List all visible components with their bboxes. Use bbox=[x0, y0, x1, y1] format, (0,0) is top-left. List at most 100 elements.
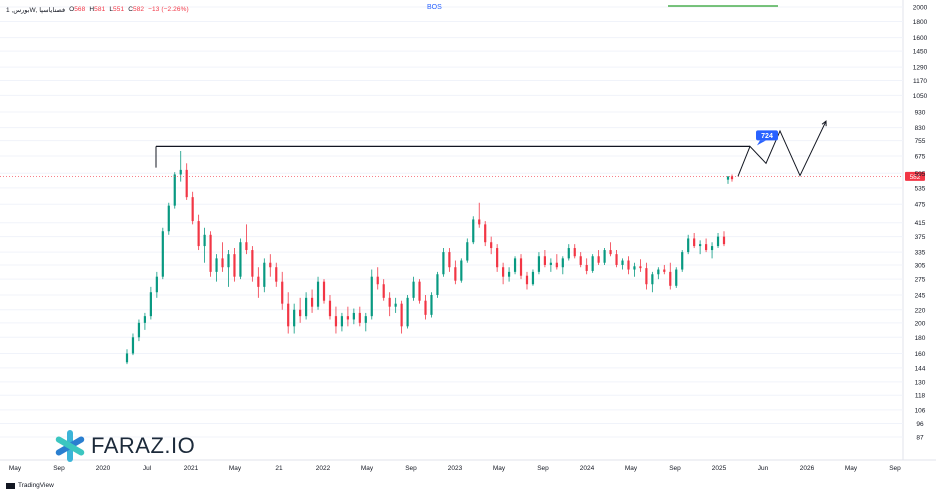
candle-body bbox=[137, 322, 141, 338]
candle-body bbox=[131, 337, 135, 354]
candle-body bbox=[722, 236, 726, 245]
x-tick-label: Sep bbox=[889, 465, 901, 472]
candle-body bbox=[597, 256, 600, 263]
x-tick-label: 2022 bbox=[316, 465, 331, 472]
candle-body bbox=[615, 254, 618, 265]
y-tick-label: 755 bbox=[915, 138, 926, 145]
candle bbox=[412, 276, 415, 301]
target-badge-text: 724 bbox=[761, 133, 773, 140]
open-value: O568 bbox=[69, 6, 86, 13]
candle bbox=[424, 295, 427, 320]
change-value: −13 (−2.26%) bbox=[148, 6, 189, 13]
candle-body bbox=[513, 258, 517, 272]
candle bbox=[394, 297, 397, 313]
candle-body bbox=[549, 262, 552, 265]
candle bbox=[239, 238, 242, 280]
grid bbox=[0, 0, 936, 461]
candle bbox=[245, 224, 248, 255]
candle-body bbox=[334, 316, 338, 327]
candle-body bbox=[519, 258, 523, 276]
candle bbox=[149, 286, 152, 320]
x-tick-label: May bbox=[625, 465, 638, 472]
candle-body bbox=[227, 254, 230, 268]
candle-body bbox=[305, 297, 308, 317]
candle-body bbox=[543, 256, 546, 265]
symbol-legend: بورس, 1W, فصنایاسپا O568 H581 L551 C582 … bbox=[6, 6, 189, 14]
candle bbox=[227, 250, 230, 287]
last-price-badge-text: 582 bbox=[910, 174, 921, 181]
x-tick-label: Sep bbox=[405, 465, 417, 472]
candle bbox=[657, 267, 660, 280]
candle-body bbox=[167, 205, 170, 232]
symbol-name[interactable]: بورس, 1W, فصنایاسپا bbox=[6, 7, 66, 14]
candle bbox=[263, 258, 266, 293]
candle bbox=[376, 267, 379, 290]
candle bbox=[537, 252, 541, 275]
candle-body bbox=[418, 281, 421, 301]
candle-body bbox=[436, 274, 439, 296]
target-badge-bg bbox=[756, 130, 778, 141]
candle bbox=[418, 279, 421, 304]
candle-body bbox=[454, 267, 457, 281]
candle bbox=[639, 259, 642, 272]
projection-path bbox=[737, 120, 827, 177]
candle bbox=[531, 269, 535, 286]
candle-body bbox=[466, 242, 469, 261]
y-tick-label: 245 bbox=[915, 293, 926, 300]
candle-body bbox=[370, 276, 373, 317]
candle bbox=[663, 264, 666, 275]
candle bbox=[567, 244, 570, 261]
candle-body bbox=[651, 274, 654, 285]
candle-body bbox=[358, 312, 361, 323]
candle-body bbox=[681, 252, 684, 270]
candle-body bbox=[555, 262, 558, 268]
candle-body bbox=[394, 303, 397, 307]
candle-body bbox=[269, 262, 272, 268]
candle bbox=[287, 292, 290, 334]
candle-body bbox=[281, 281, 284, 304]
y-tick-label: 475 bbox=[915, 202, 926, 209]
candle-body bbox=[567, 248, 570, 259]
candle bbox=[591, 254, 594, 273]
candle-body bbox=[669, 271, 672, 286]
y-tick-label: 160 bbox=[915, 351, 926, 358]
candle bbox=[669, 262, 672, 290]
candle-body bbox=[352, 312, 355, 320]
candle-body bbox=[704, 244, 708, 251]
candle bbox=[704, 238, 708, 253]
candle-body bbox=[251, 250, 254, 277]
candle-body bbox=[263, 262, 266, 287]
tradingview-brand[interactable]: TradingView bbox=[6, 482, 54, 489]
candle bbox=[633, 262, 636, 277]
candle-body bbox=[376, 276, 379, 285]
candle-body bbox=[490, 242, 493, 249]
y-tick-label: 535 bbox=[915, 185, 926, 192]
candle bbox=[726, 176, 730, 184]
candle bbox=[513, 256, 517, 275]
candle-body bbox=[185, 169, 188, 198]
candle-body bbox=[406, 297, 409, 327]
candle-body bbox=[424, 300, 427, 315]
candle-body bbox=[233, 254, 236, 277]
candle bbox=[478, 202, 481, 228]
candle bbox=[460, 258, 463, 283]
y-tick-label: 1800 bbox=[913, 19, 928, 26]
candle-body bbox=[293, 309, 296, 327]
x-axis: May Sep 2020 Jul 2021 May 21 2022 May Sep 2023 May S… bbox=[9, 465, 901, 472]
candle bbox=[716, 233, 720, 249]
x-tick-label: Sep bbox=[53, 465, 65, 472]
candle bbox=[155, 271, 158, 298]
y-tick-label: 275 bbox=[915, 277, 926, 284]
candle-body bbox=[245, 242, 248, 251]
candle-body bbox=[155, 276, 158, 293]
candle-body bbox=[537, 256, 541, 272]
candle bbox=[693, 233, 696, 249]
candle bbox=[549, 258, 552, 272]
candle bbox=[310, 289, 314, 313]
y-tick-label: 1170 bbox=[913, 78, 927, 85]
candle-body bbox=[603, 250, 606, 263]
candle-body bbox=[310, 297, 314, 307]
y-tick-label: 595 bbox=[915, 171, 926, 178]
candle bbox=[203, 227, 206, 263]
